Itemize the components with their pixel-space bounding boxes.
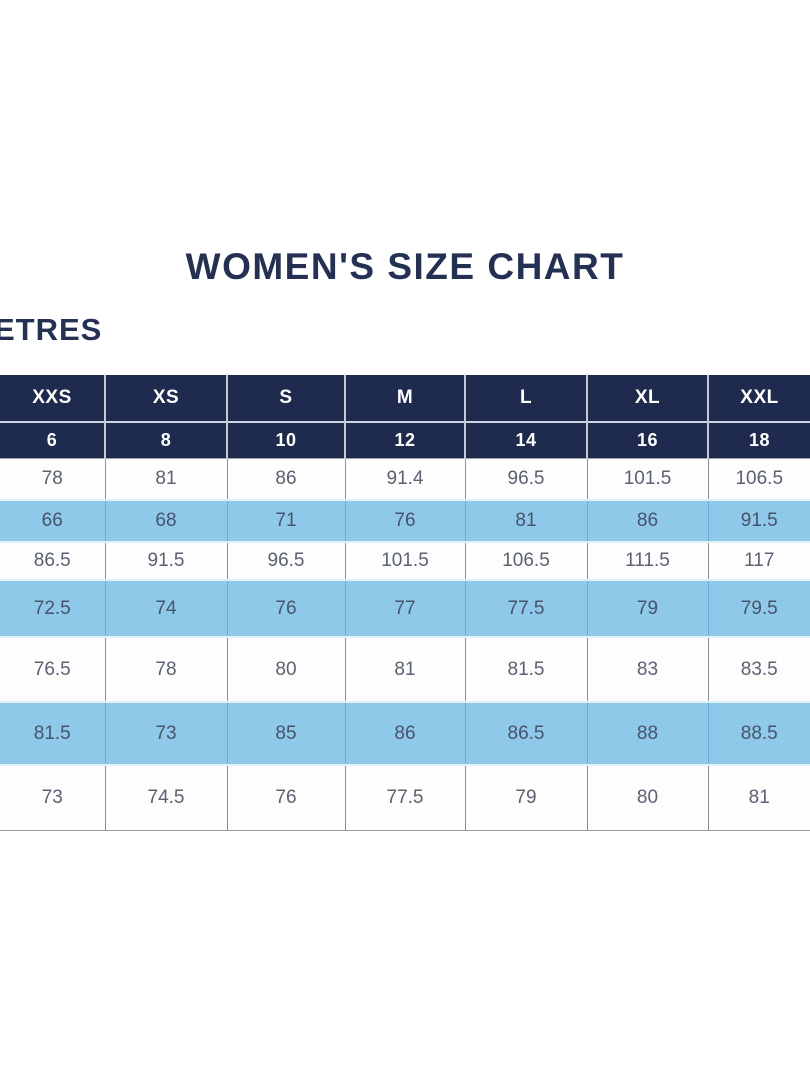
size-header-cell: XL xyxy=(586,375,708,422)
measurement-cell: 71 xyxy=(226,500,345,542)
measurement-cell: 83.5 xyxy=(707,637,810,702)
measurement-cell: 79 xyxy=(586,580,708,637)
table-row: 81.5 73 85 86 86.5 88 88.5 xyxy=(0,702,810,765)
measurement-cell: 96.5 xyxy=(464,458,587,500)
measurement-cell: 79 xyxy=(464,765,587,830)
numeric-size-cell: 16 xyxy=(586,421,708,458)
measurement-cell: 81 xyxy=(707,765,810,830)
size-chart-table: XXS XS S M L XL XXL 6 8 10 12 14 16 18 7… xyxy=(0,375,810,831)
measurement-cell: 117 xyxy=(707,542,810,580)
measurement-cell: 91.5 xyxy=(104,542,227,580)
measurement-cell: 78 xyxy=(104,637,227,702)
measurement-cell: 73 xyxy=(0,765,105,830)
measurement-cell: 86 xyxy=(586,500,708,542)
measurement-cell: 76 xyxy=(344,500,465,542)
measurement-cell: 66 xyxy=(0,500,105,542)
measurement-cell: 85 xyxy=(226,702,345,765)
numeric-size-cell: 14 xyxy=(464,421,587,458)
numeric-size-cell: 6 xyxy=(0,421,105,458)
measurement-cell: 77.5 xyxy=(464,580,587,637)
measurement-cell: 79.5 xyxy=(707,580,810,637)
measurement-cell: 81 xyxy=(104,458,227,500)
measurement-cell: 76 xyxy=(226,765,345,830)
measurement-cell: 91.5 xyxy=(707,500,810,542)
measurement-cell: 81.5 xyxy=(464,637,587,702)
measurement-cell: 81 xyxy=(464,500,587,542)
measurement-cell: 81 xyxy=(344,637,465,702)
measurement-cell: 80 xyxy=(586,765,708,830)
size-header-cell: XXS xyxy=(0,375,105,422)
measurement-cell: 74 xyxy=(104,580,227,637)
measurement-cell: 101.5 xyxy=(344,542,465,580)
measurement-cell: 88.5 xyxy=(707,702,810,765)
measurement-cell: 72.5 xyxy=(0,580,105,637)
measurement-cell: 76.5 xyxy=(0,637,105,702)
measurement-cell: 106.5 xyxy=(464,542,587,580)
numeric-size-cell: 10 xyxy=(226,421,345,458)
measurement-cell: 73 xyxy=(104,702,227,765)
measurement-cell: 76 xyxy=(226,580,345,637)
table-row: 76.5 78 80 81 81.5 83 83.5 xyxy=(0,637,810,702)
measurement-cell: 86 xyxy=(344,702,465,765)
measurement-cell: 86.5 xyxy=(0,542,105,580)
measurement-cell: 88 xyxy=(586,702,708,765)
measurement-cell: 77.5 xyxy=(344,765,465,830)
size-header-cell: L xyxy=(464,375,587,422)
measurement-cell: 80 xyxy=(226,637,345,702)
size-header-cell: XS xyxy=(104,375,227,422)
size-header-cell: S xyxy=(226,375,345,422)
measurement-cell: 81.5 xyxy=(0,702,105,765)
size-label-row: XXS XS S M L XL XXL xyxy=(0,375,810,422)
measurement-cell: 74.5 xyxy=(104,765,227,830)
page-title: WOMEN'S SIZE CHART xyxy=(185,246,625,287)
table-row: 66 68 71 76 81 86 91.5 xyxy=(0,500,810,542)
numeric-size-cell: 8 xyxy=(104,421,227,458)
measurement-cell: 83 xyxy=(586,637,708,702)
numeric-size-cell: 18 xyxy=(707,421,810,458)
measurement-cell: 106.5 xyxy=(707,458,810,500)
numeric-size-row: 6 8 10 12 14 16 18 xyxy=(0,421,810,458)
measurement-cell: 68 xyxy=(104,500,227,542)
table-row: 72.5 74 76 77 77.5 79 79.5 xyxy=(0,580,810,637)
table-row: 86.5 91.5 96.5 101.5 106.5 111.5 117 xyxy=(0,542,810,580)
numeric-size-cell: 12 xyxy=(344,421,465,458)
measurement-cell: 96.5 xyxy=(226,542,345,580)
measurement-cell: 86.5 xyxy=(464,702,587,765)
measurement-cell: 101.5 xyxy=(586,458,708,500)
measurement-cell: 91.4 xyxy=(344,458,465,500)
measurement-cell: 77 xyxy=(344,580,465,637)
unit-label: ETRES xyxy=(0,312,103,347)
table-row: 78 81 86 91.4 96.5 101.5 106.5 xyxy=(0,458,810,500)
size-header-cell: XXL xyxy=(707,375,810,422)
measurement-cell: 78 xyxy=(0,458,105,500)
table-row: 73 74.5 76 77.5 79 80 81 xyxy=(0,765,810,830)
measurement-cell: 86 xyxy=(226,458,345,500)
measurement-cell: 111.5 xyxy=(586,542,708,580)
size-header-cell: M xyxy=(344,375,465,422)
